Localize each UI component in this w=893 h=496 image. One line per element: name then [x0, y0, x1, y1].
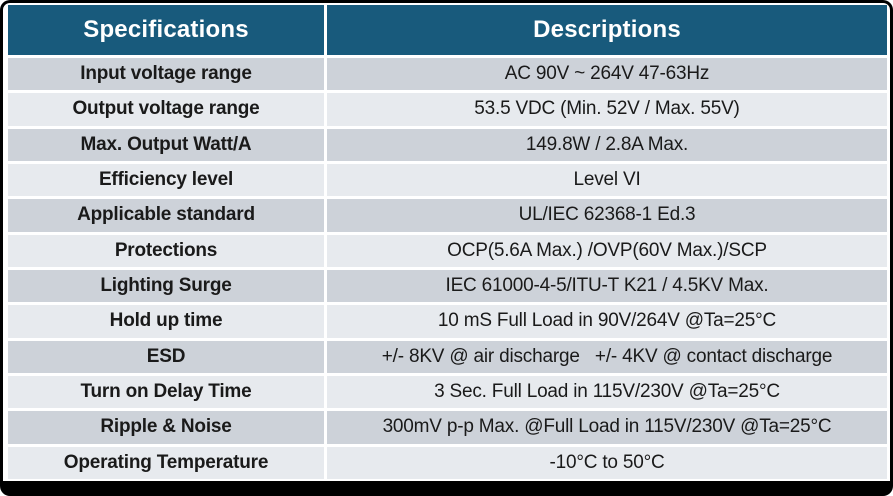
spec-lighting-surge: Lighting Surge — [8, 269, 324, 303]
desc-ripple-noise: 300mV p-p Max. @Full Load in 115V/230V @… — [327, 411, 887, 444]
desc-turn-on-delay-time: 3 Sec. Full Load in 115V/230V @Ta=25°C — [327, 375, 887, 409]
spec-input-voltage-range: Input voltage range — [8, 58, 324, 91]
specifications-table: Specifications Descriptions Input voltag… — [8, 5, 887, 479]
desc-input-voltage-range: AC 90V ~ 264V 47-63Hz — [327, 58, 887, 91]
column-header-specifications: Specifications — [8, 5, 324, 55]
spec-hold-up-time: Hold up time — [8, 305, 324, 338]
desc-lighting-surge: IEC 61000-4-5/ITU-T K21 / 4.5KV Max. — [327, 269, 887, 303]
spec-efficiency-level: Efficiency level — [8, 163, 324, 197]
desc-applicable-standard: UL/IEC 62368-1 Ed.3 — [327, 199, 887, 232]
spec-max-output-watt: Max. Output Watt/A — [8, 128, 324, 161]
spec-ripple-noise: Ripple & Noise — [8, 411, 324, 444]
spec-operating-temperature: Operating Temperature — [8, 446, 324, 479]
desc-protections: OCP(5.6A Max.) /OVP(60V Max.)/SCP — [327, 234, 887, 267]
desc-efficiency-level: Level VI — [327, 163, 887, 197]
column-header-descriptions: Descriptions — [327, 5, 887, 55]
spec-protections: Protections — [8, 234, 324, 267]
spec-esd: ESD — [8, 340, 324, 373]
desc-max-output-watt: 149.8W / 2.8A Max. — [327, 128, 887, 161]
desc-esd: +/- 8KV @ air discharge +/- 4KV @ contac… — [327, 340, 887, 373]
desc-output-voltage-range: 53.5 VDC (Min. 52V / Max. 55V) — [327, 93, 887, 126]
desc-hold-up-time: 10 mS Full Load in 90V/264V @Ta=25°C — [327, 305, 887, 338]
desc-operating-temperature: -10°C to 50°C — [327, 446, 887, 479]
spec-applicable-standard: Applicable standard — [8, 199, 324, 232]
spec-output-voltage-range: Output voltage range — [8, 93, 324, 126]
spec-turn-on-delay-time: Turn on Delay Time — [8, 375, 324, 409]
